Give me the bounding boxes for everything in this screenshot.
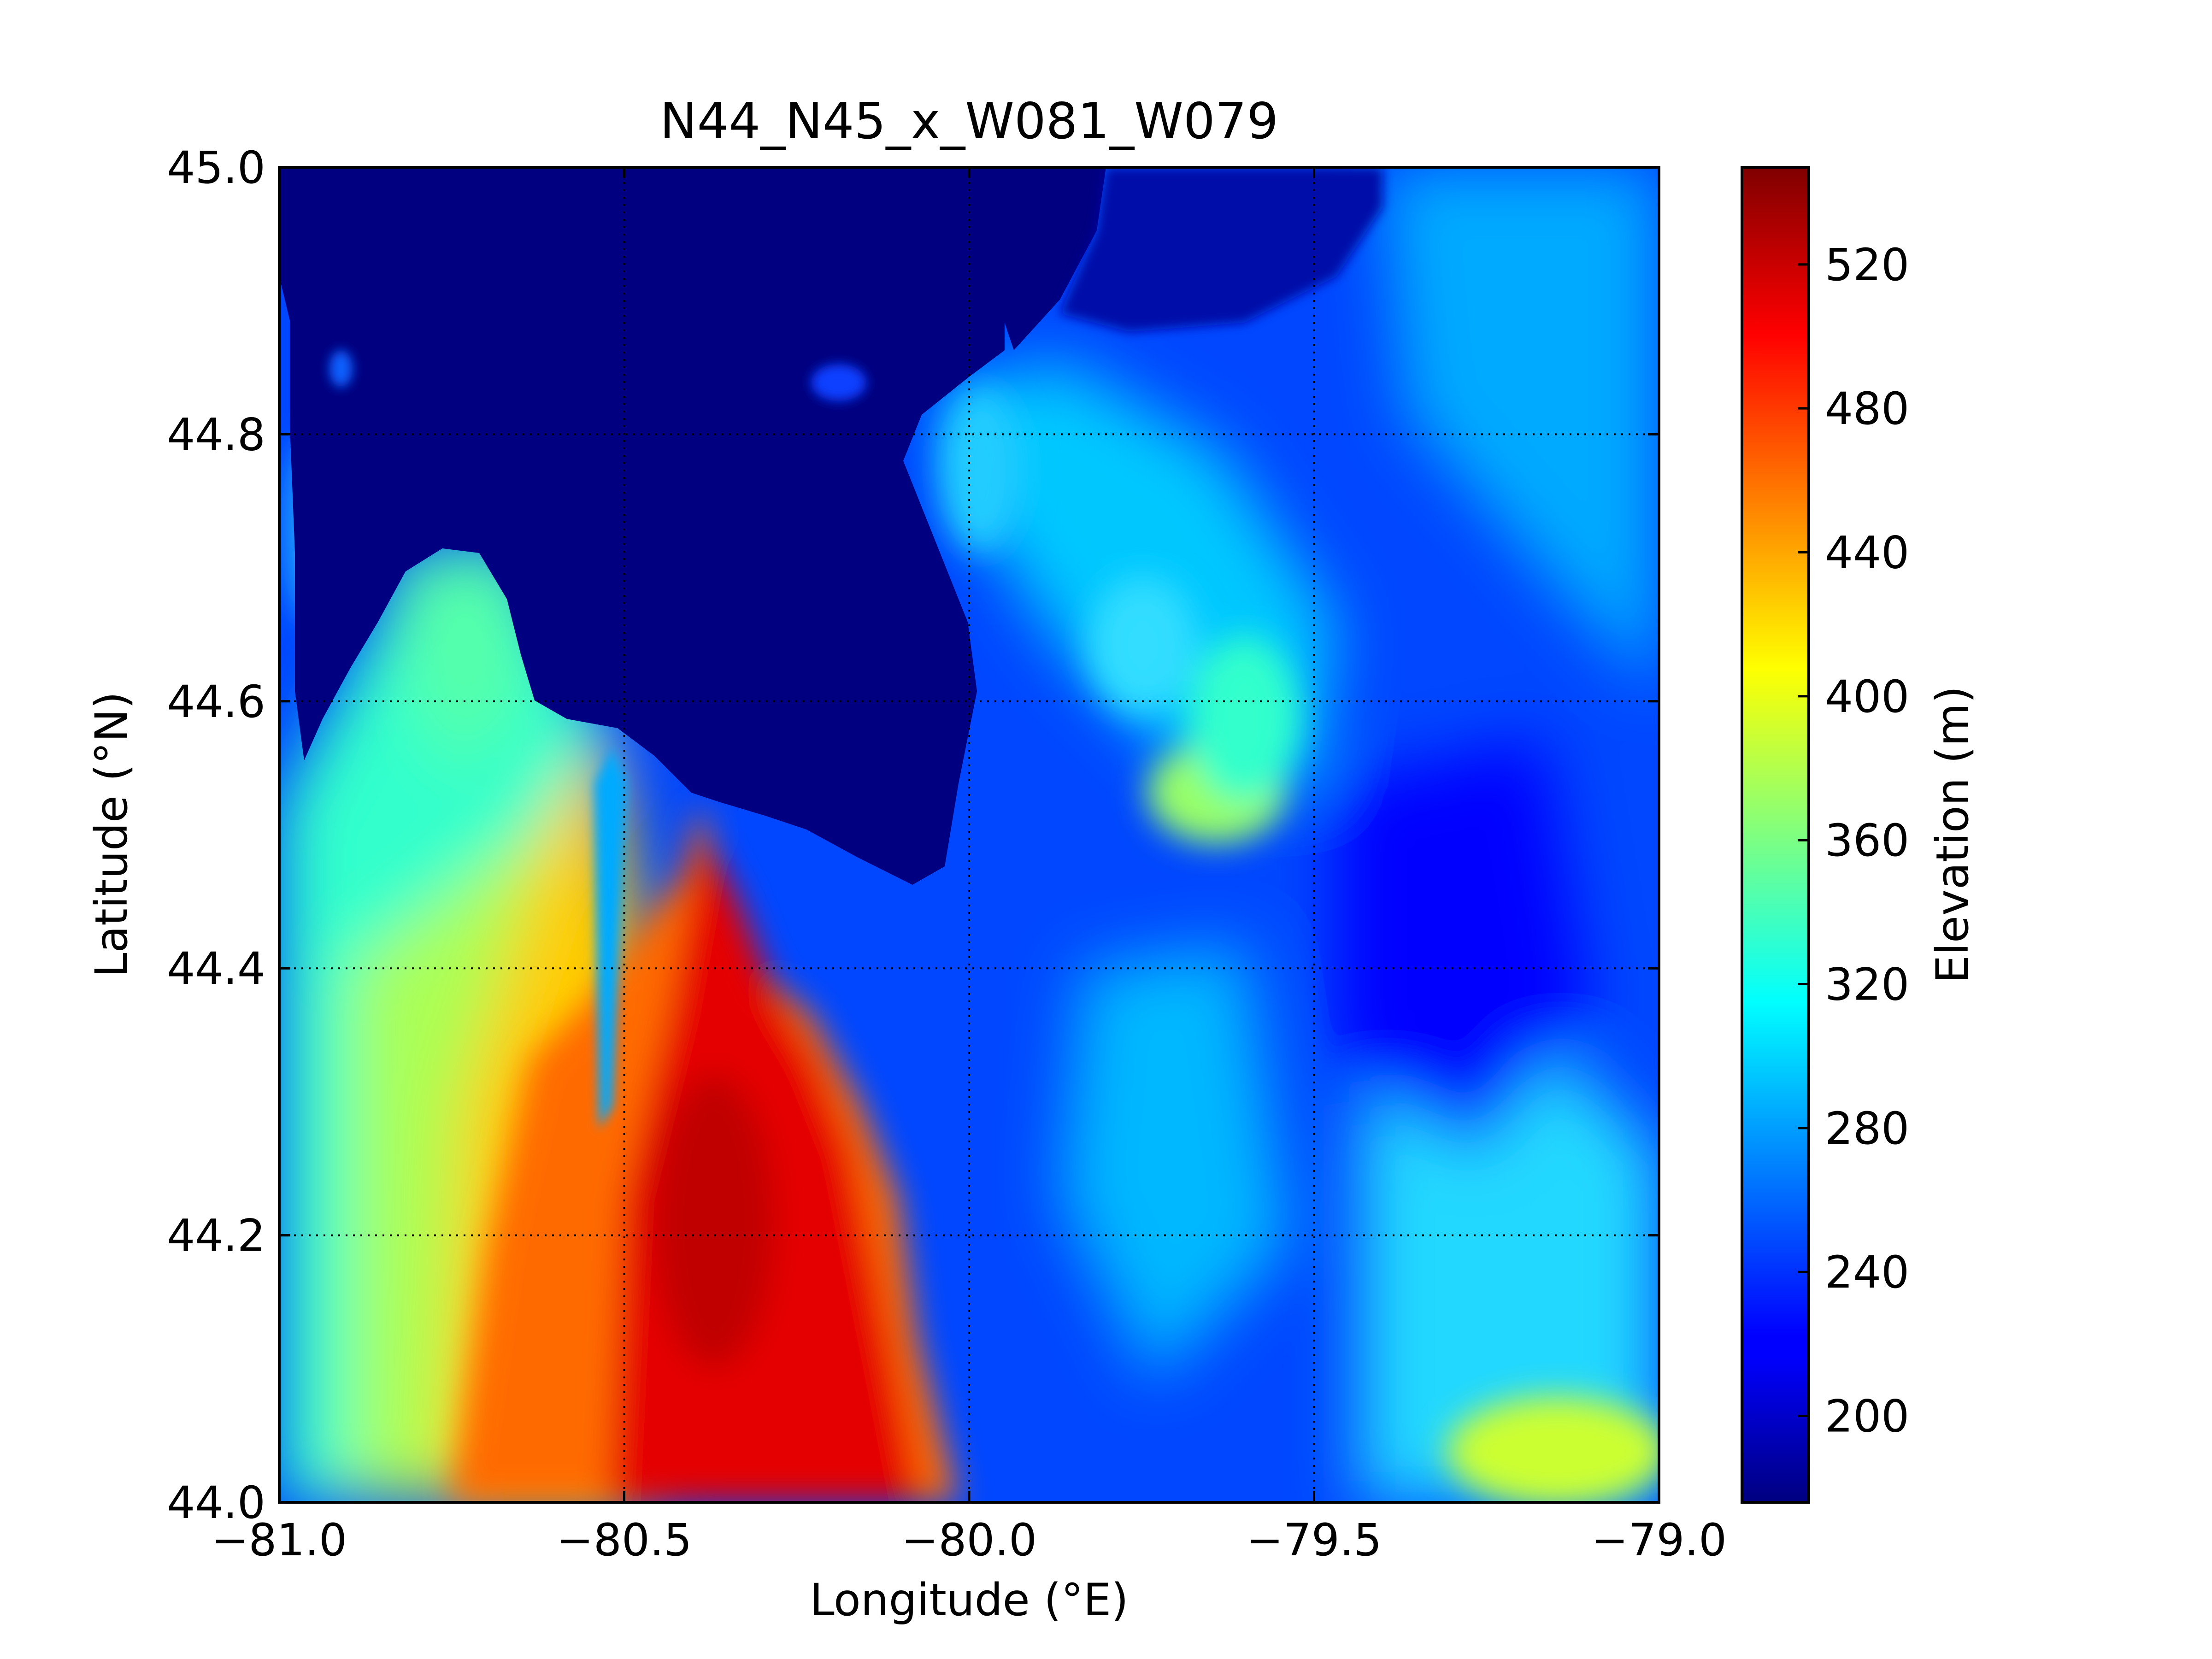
lake-island-west	[329, 350, 353, 387]
terrain-east-middle	[1060, 945, 1290, 1382]
colorbar-tick-label: 400	[1825, 671, 1909, 723]
colorbar-tick-label: 360	[1825, 815, 1909, 866]
terrain-peninsula-ridge	[940, 387, 1023, 553]
terrain-southeast-highland	[1447, 1396, 1659, 1502]
terrain-southeast	[1359, 1060, 1659, 1502]
chart-title: N44_N45_x_W081_W079	[660, 93, 1278, 150]
lake-inlet	[1005, 167, 1106, 350]
x-tick-label: −79.5	[1246, 1514, 1382, 1566]
x-axis-label: Longitude (°E)	[810, 1574, 1129, 1626]
colorbar	[1741, 166, 1810, 1504]
terrain-shore-ridge	[1088, 576, 1198, 714]
terrain-escarpment	[452, 802, 959, 1502]
terrain-northeast	[1382, 167, 1659, 691]
x-axis: −81.0 −80.5 −80.0 −79.5 −79.0	[212, 167, 1727, 1566]
terrain-east-plateau-rim	[1189, 636, 1300, 802]
x-tick-label: −81.0	[212, 1514, 347, 1566]
colorbar-tick-label: 240	[1825, 1247, 1909, 1298]
colorbar-tick-label: 520	[1825, 239, 1909, 291]
y-tick-label: 44.2	[167, 1210, 265, 1262]
y-axis: 44.0 44.2 44.4 44.6 44.8 45.0	[167, 142, 1659, 1529]
y-tick-label: 44.8	[167, 409, 265, 460]
colorbar-tick-label: 200	[1825, 1391, 1909, 1442]
colorbar-label: Elevation (m)	[1927, 686, 1978, 983]
x-tick-label: −79.0	[1591, 1514, 1727, 1566]
x-tick-label: −80.5	[556, 1514, 692, 1566]
colorbar-tick-label: 440	[1825, 527, 1909, 579]
y-tick-label: 44.0	[167, 1477, 265, 1529]
colorbar-tick-label: 320	[1825, 959, 1909, 1011]
grid-lines	[279, 167, 1659, 1502]
colorbar-ticks: 200 240 280 320 360 400 440 480 520	[1798, 239, 1909, 1442]
lake-islands	[811, 364, 866, 401]
colorbar-tick-label: 480	[1825, 383, 1909, 435]
y-tick-label: 44.4	[167, 943, 265, 994]
y-tick-label: 45.0	[167, 142, 265, 194]
lake-northeast-shallow	[1060, 167, 1382, 332]
x-tick-label: −80.0	[901, 1514, 1037, 1566]
lake	[279, 167, 1005, 885]
terrain-west-upper	[392, 539, 530, 783]
y-axis-label: Latitude (°N)	[86, 692, 137, 977]
y-tick-label: 44.6	[167, 676, 265, 728]
terrain-peak	[654, 1074, 774, 1369]
terrain-valley	[594, 747, 627, 1129]
colorbar-tick-label: 280	[1825, 1103, 1909, 1154]
elevation-heatmap	[279, 167, 1659, 1502]
terrain-east-lowland	[1336, 737, 1590, 1152]
